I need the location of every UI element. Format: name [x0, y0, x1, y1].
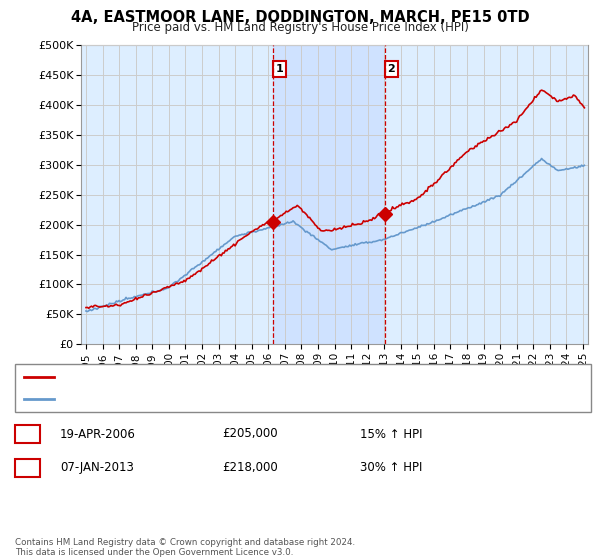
Text: 2: 2 — [23, 461, 32, 474]
Text: Price paid vs. HM Land Registry's House Price Index (HPI): Price paid vs. HM Land Registry's House … — [131, 21, 469, 34]
Text: 1: 1 — [275, 64, 283, 74]
Text: £218,000: £218,000 — [222, 461, 278, 474]
Text: 07-JAN-2013: 07-JAN-2013 — [60, 461, 134, 474]
Text: 19-APR-2006: 19-APR-2006 — [60, 427, 136, 441]
Text: 15% ↑ HPI: 15% ↑ HPI — [360, 427, 422, 441]
Text: 30% ↑ HPI: 30% ↑ HPI — [360, 461, 422, 474]
Text: Contains HM Land Registry data © Crown copyright and database right 2024.
This d: Contains HM Land Registry data © Crown c… — [15, 538, 355, 557]
Text: 2: 2 — [388, 64, 395, 74]
Text: 4A, EASTMOOR LANE, DODDINGTON, MARCH, PE15 0TD (detached house): 4A, EASTMOOR LANE, DODDINGTON, MARCH, PE… — [60, 372, 466, 382]
Bar — [273, 45, 385, 344]
Text: £205,000: £205,000 — [222, 427, 278, 441]
Text: 1: 1 — [23, 427, 32, 441]
Text: 4A, EASTMOOR LANE, DODDINGTON, MARCH, PE15 0TD: 4A, EASTMOOR LANE, DODDINGTON, MARCH, PE… — [71, 10, 529, 25]
Text: HPI: Average price, detached house, Fenland: HPI: Average price, detached house, Fenl… — [60, 394, 305, 404]
